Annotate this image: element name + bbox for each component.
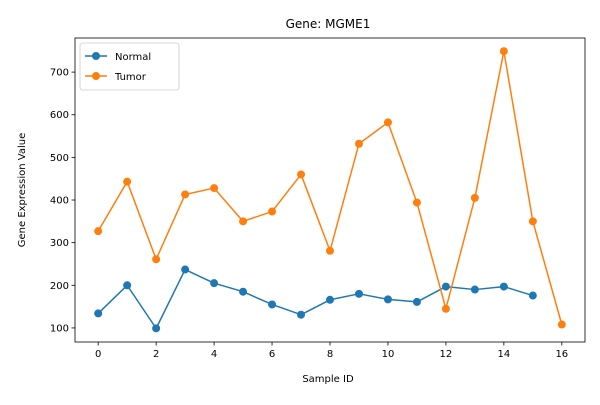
data-point-tumor	[470, 193, 479, 202]
x-axis: 0 2 4 6 8 10 12 14 16	[95, 342, 568, 360]
data-point-normal	[383, 295, 392, 304]
x-tick-label: 14	[497, 349, 510, 360]
data-point-normal	[354, 289, 363, 298]
data-point-normal	[123, 281, 132, 290]
y-tick-label: 200	[50, 281, 69, 292]
data-point-tumor	[297, 170, 306, 179]
data-point-tumor	[326, 246, 334, 255]
x-tick-label: 0	[95, 349, 101, 360]
series-line-tumor	[97, 50, 563, 325]
x-tick-label: 4	[211, 349, 217, 360]
data-point-tumor	[441, 304, 450, 313]
data-point-normal	[239, 287, 248, 296]
data-point-tumor	[557, 320, 566, 329]
data-point-tumor	[383, 118, 392, 127]
data-point-tumor	[268, 207, 277, 216]
legend-frame	[79, 42, 180, 91]
data-point-tumor	[354, 139, 363, 148]
data-point-tumor	[239, 217, 248, 226]
data-point-tumor	[94, 227, 103, 236]
data-point-normal	[441, 282, 450, 291]
data-point-tumor	[499, 47, 508, 56]
x-axis-label: Sample ID	[302, 374, 354, 385]
data-point-normal	[326, 295, 334, 304]
y-tick-label: 400	[50, 196, 69, 207]
data-point-normal	[152, 324, 161, 333]
x-tick-label: 16	[555, 349, 568, 360]
data-point-tumor	[123, 177, 132, 186]
data-point-normal	[528, 291, 537, 300]
y-tick-label: 500	[50, 153, 69, 164]
y-tick-label: 600	[50, 110, 69, 121]
x-tick-label: 6	[269, 349, 275, 360]
y-axis: 100 200 300 400 500 600 700	[50, 68, 75, 334]
data-point-normal	[181, 265, 190, 274]
data-point-normal	[412, 297, 421, 306]
legend-label-tumor: Tumor	[114, 72, 147, 83]
data-point-tumor	[152, 255, 161, 264]
legend: Normal Tumor	[79, 42, 180, 91]
data-point-normal	[94, 309, 103, 318]
data-point-normal	[268, 300, 277, 309]
y-axis-label: Gene Expression Value	[17, 133, 28, 248]
y-tick-label: 100	[50, 323, 69, 334]
chart-title: Gene: MGME1	[286, 17, 371, 31]
legend-marker-tumor	[92, 72, 100, 80]
data-point-normal	[297, 310, 306, 319]
data-point-tumor	[412, 198, 421, 207]
x-tick-label: 8	[327, 349, 333, 360]
data-point-normal	[470, 285, 479, 294]
series-line-normal	[97, 268, 534, 330]
y-tick-label: 300	[50, 238, 69, 249]
legend-marker-normal	[92, 52, 100, 60]
y-tick-label: 700	[50, 68, 69, 79]
x-tick-label: 2	[153, 349, 159, 360]
plot-area	[94, 47, 566, 333]
data-point-tumor	[181, 190, 190, 199]
data-point-normal	[210, 279, 219, 288]
data-point-tumor	[210, 184, 219, 193]
data-point-tumor	[528, 217, 537, 226]
legend-label-normal: Normal	[115, 52, 151, 63]
x-tick-label: 10	[382, 349, 395, 360]
data-point-normal	[499, 282, 508, 291]
x-tick-label: 12	[440, 349, 453, 360]
